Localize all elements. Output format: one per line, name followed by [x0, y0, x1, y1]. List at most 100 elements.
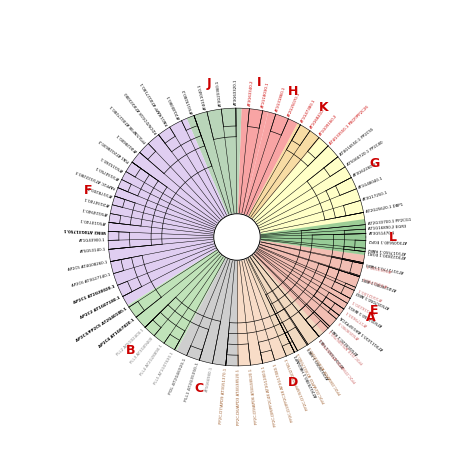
Text: AT5G15260.1: AT5G15260.1 — [100, 155, 125, 172]
Text: PP2C.D9/APD5 AT5G06750.1: PP2C.D9/APD5 AT5G06750.1 — [319, 337, 358, 383]
Wedge shape — [253, 240, 365, 333]
Text: AT4G28600.1: AT4G28600.1 — [117, 132, 139, 152]
Text: AT5G59090.3: AT5G59090.3 — [337, 319, 360, 339]
Text: AT3G05640.1 EGR2: AT3G05640.1 EGR2 — [368, 238, 407, 244]
Text: AT1G07430.1 HAI1: AT1G07430.1 HAI1 — [319, 337, 346, 368]
Text: PP2C.DM/PP2C48 AT3G12800.1: PP2C.DM/PP2C48 AT3G12800.1 — [261, 365, 277, 427]
Text: AT2G20050.1 HAI3: AT2G20050.1 HAI3 — [307, 346, 330, 379]
Text: AT3G02750.3: AT3G02750.3 — [362, 274, 388, 286]
Text: PLL3 AT3G09400: PLL3 AT3G09400 — [129, 337, 154, 365]
Text: AT1G68410.1: AT1G68410.1 — [310, 106, 328, 130]
Text: PP2C.D6/APD3 AT4G38520.1: PP2C.D6/APD3 AT4G38520.1 — [236, 369, 241, 425]
Text: F: F — [84, 183, 93, 197]
Wedge shape — [243, 112, 298, 217]
Text: PP2C.D10 AT5G06750.1: PP2C.D10 AT5G06750.1 — [328, 328, 365, 365]
Text: AP2C2 AT1G07180.1: AP2C2 AT1G07180.1 — [80, 296, 121, 320]
Text: PLL4 AT2G28890.1: PLL4 AT2G28890.1 — [140, 344, 164, 377]
Text: B: B — [126, 345, 136, 357]
Text: AT2G29380.1 HAI2/AIP1: AT2G29380.1 HAI2/AIP1 — [294, 354, 319, 398]
Text: I: I — [256, 76, 261, 89]
Text: AT5G57050.1 ABI2: AT5G57050.1 ABI2 — [356, 290, 391, 309]
Text: AT5G59220.1 HAI1: AT5G59220.1 HAI1 — [330, 327, 359, 356]
Text: AT2G25620.1 DBP1: AT2G25620.1 DBP1 — [366, 203, 404, 214]
Wedge shape — [246, 224, 366, 356]
Text: AT3G23360.1: AT3G23360.1 — [216, 80, 223, 107]
Text: AP2C6 AT3G27140.1: AP2C6 AT3G27140.1 — [72, 273, 111, 288]
Circle shape — [214, 214, 260, 260]
Text: PLL1 AT2G35350.1: PLL1 AT2G35350.1 — [185, 362, 201, 402]
Text: J: J — [206, 77, 211, 91]
Text: PLL2 AT5G02400.1: PLL2 AT5G02400.1 — [116, 328, 145, 356]
Text: PP2C.D2/APD2 AT3G17000.1: PP2C.D2/APD2 AT3G17000.1 — [297, 352, 327, 404]
Text: AT1G17550.1 HAB2: AT1G17550.1 HAB2 — [368, 246, 406, 254]
Text: AP2C1 AT2G30020.1: AP2C1 AT2G30020.1 — [73, 284, 116, 305]
Text: AT1G31860.1: AT1G31860.1 — [274, 86, 286, 112]
Text: RDOS/DOG18 AT4G01080: RDOS/DOG18 AT4G01080 — [124, 91, 158, 134]
Text: AP2C5 AT4G08260.1: AP2C5 AT4G08260.1 — [68, 260, 108, 272]
Text: AT3G62260.2: AT3G62260.2 — [353, 162, 378, 178]
Text: AT5G50200.1: AT5G50200.1 — [365, 263, 392, 272]
Text: AT1G43900.1: AT1G43900.1 — [79, 238, 106, 243]
Text: WIN2 AT4G31750.1: WIN2 AT4G31750.1 — [64, 228, 106, 233]
Text: AT1G18030.1: AT1G18030.1 — [261, 82, 271, 109]
Text: PP2C.D7/APD9 AT3G51370.1: PP2C.D7/APD9 AT3G51370.1 — [219, 368, 228, 424]
Text: PAPP2C AT1G22280.3: PAPP2C AT1G22280.3 — [75, 168, 116, 189]
Text: AT4G33550.1 PBCP/PP2C26: AT4G33550.1 PBCP/PP2C26 — [328, 105, 369, 146]
Text: AT2G40080.1: AT2G40080.1 — [167, 93, 182, 119]
Wedge shape — [237, 254, 323, 366]
Wedge shape — [187, 108, 241, 216]
Text: AT3G22830.1 EGR1: AT3G22830.1 EGR1 — [367, 250, 406, 258]
Text: PP2C.D8/APD8 AT4G33920.1: PP2C.D8/APD8 AT4G33920.1 — [308, 346, 342, 395]
Text: AT3G17250.1: AT3G17250.1 — [363, 190, 389, 201]
Text: AT2G34740.1: AT2G34740.1 — [83, 195, 110, 206]
Text: AT4G16550.1 PP2C55: AT4G16550.1 PP2C55 — [339, 127, 374, 156]
Text: PIA1 AT2G28630.2: PIA1 AT2G28630.2 — [99, 138, 131, 162]
Wedge shape — [176, 257, 237, 366]
Text: AT2G25070.1: AT2G25070.1 — [288, 91, 302, 117]
Text: AT3G63320.1: AT3G63320.1 — [234, 79, 238, 105]
Text: A: A — [365, 311, 375, 324]
Text: AT5G10740.1: AT5G10740.1 — [80, 217, 107, 224]
Wedge shape — [128, 249, 226, 351]
Text: AT1G16890.2 EGR3: AT1G16890.2 EGR3 — [368, 225, 407, 231]
Text: AP2C3/PP2C5 AT2G40180.1: AP2C3/PP2C5 AT2G40180.1 — [75, 307, 128, 343]
Text: AT1G09160.2: AT1G09160.2 — [319, 114, 339, 137]
Text: AT3G11410.1 AHG3/PP2CA: AT3G11410.1 AHG3/PP2CA — [340, 316, 384, 351]
Text: G: G — [369, 157, 380, 170]
Text: AT4G11040.1: AT4G11040.1 — [198, 82, 208, 109]
Text: PP2C.D1/SSPP AT5G02760.1: PP2C.D1/SSPP AT5G02760.1 — [285, 358, 310, 410]
Text: PLL5 AT1G07630.1: PLL5 AT1G07630.1 — [154, 351, 175, 385]
Text: AT5G66720.1 PP2C80: AT5G66720.1 PP2C80 — [346, 140, 384, 167]
Text: AT1G16220.1: AT1G16220.1 — [352, 298, 377, 314]
Text: AT5G66980.1: AT5G66980.1 — [205, 366, 214, 392]
Text: AT1G72770.1 HAB1: AT1G72770.1 HAB1 — [365, 261, 404, 273]
Text: C: C — [195, 382, 204, 395]
Text: AT1T79630.1: AT1T79630.1 — [345, 309, 369, 327]
Text: AT1G78200.1: AT1G78200.1 — [86, 185, 113, 197]
Text: AT3G51470.1: AT3G51470.1 — [368, 231, 395, 236]
Text: L: L — [389, 230, 397, 244]
Wedge shape — [108, 118, 228, 305]
Wedge shape — [248, 123, 320, 219]
Wedge shape — [260, 219, 366, 255]
Text: PP2C.D3/PP2C38 AT3G17080.1: PP2C.D3/PP2C38 AT3G17080.1 — [273, 362, 295, 422]
Text: AT5G51760.1 AHG1: AT5G51760.1 AHG1 — [349, 303, 384, 327]
Text: AT1G34750.1: AT1G34750.1 — [95, 164, 120, 180]
Text: AT5G19280.2: AT5G19280.2 — [182, 87, 195, 114]
Wedge shape — [238, 108, 268, 214]
Text: D: D — [288, 376, 298, 389]
Text: PP1LT/AP3B AT4G27280.1: PP1LT/AP3B AT4G27280.1 — [110, 103, 148, 143]
Text: PP2C.D9/APD6 AT4G38520.1: PP2C.D9/APD6 AT4G38520.1 — [249, 368, 259, 424]
Text: AT1G47380.1: AT1G47380.1 — [300, 98, 317, 123]
Text: RAG1/KAPP AT4G27180.1: RAG1/KAPP AT4G27180.1 — [141, 82, 170, 126]
Text: E: E — [370, 304, 379, 317]
Text: K: K — [319, 101, 329, 114]
Text: AT3G63340.2: AT3G63340.2 — [247, 80, 254, 106]
Text: AT2G33700.1 PP2CG1: AT2G33700.1 PP2CG1 — [368, 218, 411, 227]
Text: AP2C4 AT1G67820.1: AP2C4 AT1G67820.1 — [98, 318, 135, 348]
Wedge shape — [252, 138, 365, 235]
Text: AT5G24940.1: AT5G24940.1 — [81, 206, 108, 215]
Text: AT1G48040.1: AT1G48040.1 — [358, 176, 384, 190]
Text: POL AT2G46920.1: POL AT2G46920.1 — [168, 357, 187, 395]
Text: AT4G26080.1 ABI1: AT4G26080.1 ABI1 — [362, 276, 398, 291]
